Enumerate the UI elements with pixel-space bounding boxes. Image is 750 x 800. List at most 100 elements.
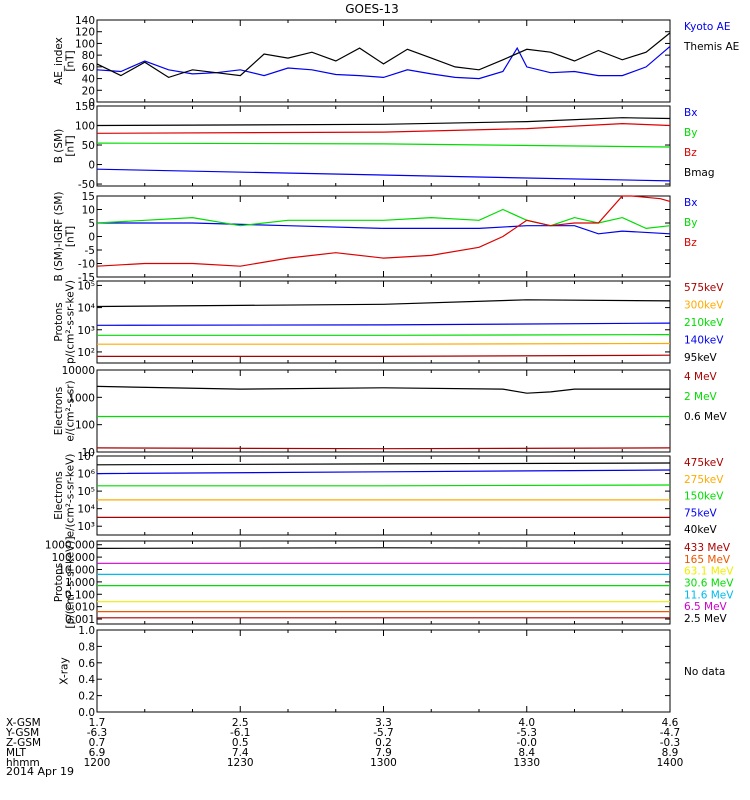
y-axis-label-line: [p/(cm²-s-sr-keV)]: [64, 536, 76, 628]
y-axis-label-line: Protons: [53, 563, 65, 602]
series-line-by: [96, 142, 671, 148]
y-tick-label: 0.0: [78, 707, 95, 719]
time-axis-value: 2.5: [232, 717, 249, 729]
series-line-kyoto-ae: [96, 45, 671, 80]
y-tick-label: 10: [82, 205, 95, 217]
panel-frame: [96, 629, 671, 713]
y-tick-label: -15: [78, 272, 95, 284]
series-line-300kev: [97, 342, 671, 345]
y-tick-label: 100: [75, 121, 95, 133]
time-axis-value: 4.0: [518, 717, 535, 729]
y-axis-label-line: e/(cm²-s-sr): [64, 380, 76, 441]
legend-entry: 150keV: [684, 491, 724, 503]
legend-entry: Kyoto AE: [684, 21, 730, 33]
time-axis-value: -6.3: [87, 727, 108, 739]
time-axis-row-label: Y-GSM: [5, 727, 39, 739]
time-axis-row-label: MLT: [6, 747, 26, 759]
panel-2: -50 0 50 100 150 B (SM)[nT] Bx By Bz Bmag: [53, 101, 715, 191]
time-axis-value: -5.7: [373, 727, 394, 739]
y-tick-label: 100.000: [52, 552, 95, 564]
legend-entry: 433 MeV: [684, 542, 731, 554]
y-axis-label: X-ray: [59, 657, 71, 684]
y-tick-label: 1000.000: [45, 540, 95, 552]
legend-entry: 210keV: [684, 317, 724, 329]
time-axis-value: 1230: [227, 757, 254, 769]
y-tick-label: 0: [88, 97, 95, 109]
legend-entry: 40keV: [684, 524, 718, 536]
legend-entry: 4 MeV: [684, 371, 718, 383]
time-axis-value: 1.7: [89, 717, 106, 729]
time-axis-value: 1200: [84, 757, 111, 769]
series-line-95kev: [96, 299, 671, 308]
panel-6: 10³10⁴10⁵10⁶10⁷Electronse/(cm²-s-sr-keV)…: [53, 451, 724, 537]
legend-entry: Bz: [684, 147, 697, 159]
panel-8: 0.0 0.2 0.4 0.6 0.8 1.0 X-ray No data: [59, 625, 726, 719]
y-tick-label: 0: [88, 160, 95, 172]
time-axis-row-label: hhmm: [6, 757, 40, 769]
y-tick-label: -5: [85, 245, 95, 257]
y-tick-label: 10²: [77, 347, 95, 359]
time-axis-value: 6.9: [89, 747, 106, 759]
series-line-bmag: [96, 117, 671, 127]
y-tick-label: 0.4: [78, 674, 95, 686]
legend-entry: 30.6 MeV: [684, 578, 734, 590]
series-line-140kev: [96, 322, 671, 326]
legend-entry: 95keV: [684, 352, 718, 364]
y-tick-label: 100: [75, 38, 95, 50]
y-axis-label: Protonsp/(cm²-s-sr-keV): [53, 280, 77, 364]
series-line-0-6-mev: [96, 385, 670, 394]
y-axis-label: B (SM)[nT]: [53, 129, 77, 163]
time-axis-value: -6.1: [230, 727, 251, 739]
time-axis-row-label: Z-GSM: [6, 737, 41, 749]
series-line-2-5-mev: [96, 547, 671, 550]
y-axis-label-line: [nT]: [64, 50, 76, 71]
y-axis-label-line: Electrons: [53, 387, 65, 436]
y-axis-label-line: Protons: [53, 302, 65, 341]
series-line-themis-ae: [96, 32, 671, 79]
legend-entry: Bx: [684, 197, 697, 209]
panel-frame: [96, 195, 671, 278]
time-axis-value: 3.3: [375, 717, 392, 729]
y-tick-label: 1000: [68, 392, 95, 404]
panel-frame: [96, 280, 671, 364]
legend-entry: By: [684, 127, 697, 139]
y-tick-label: 100: [75, 420, 95, 432]
series-line-150kev: [97, 484, 671, 487]
plot-title: GOES-13: [345, 2, 399, 16]
legend-entry: 300keV: [684, 300, 724, 312]
series-line-40kev: [96, 462, 671, 466]
y-tick-label: 40: [82, 74, 95, 86]
y-tick-label: 0.6: [78, 658, 95, 670]
y-tick-label: 140: [75, 15, 95, 27]
time-axis-value: -0.3: [660, 737, 681, 749]
y-axis-label-line: [nT]: [64, 226, 76, 247]
time-axis-value: 0.5: [232, 737, 249, 749]
y-tick-label: 10⁴: [77, 303, 95, 315]
time-axis-value: -4.7: [660, 727, 681, 739]
y-axis-label: Electronse/(cm²-s-sr-keV): [53, 454, 77, 538]
legend-entry: 6.5 MeV: [684, 601, 728, 613]
legend-entry: 275keV: [684, 474, 724, 486]
series-line-210kev: [97, 334, 671, 336]
y-tick-label: -50: [78, 179, 95, 191]
y-tick-label: 10⁵: [77, 486, 95, 498]
y-tick-label: 10³: [77, 325, 95, 337]
y-axis-label-line: B (SM): [53, 129, 65, 163]
y-tick-label: -10: [78, 259, 95, 271]
time-axis-value: 1300: [370, 757, 397, 769]
y-axis-label: Protons[p/(cm²-s-sr-keV)]: [53, 536, 77, 628]
series-line-575kev: [97, 354, 671, 357]
y-axis-label: Electronse/(cm²-s-sr): [53, 380, 77, 441]
y-axis-label-line: X-ray: [59, 657, 71, 684]
y-tick-label: 0.2: [78, 691, 95, 703]
y-tick-label: 10: [82, 447, 95, 459]
series-line-75kev: [96, 469, 671, 475]
time-axis-value: 8.4: [518, 747, 535, 759]
time-axis-value: -5.3: [517, 727, 538, 739]
time-axis-value: 4.6: [662, 717, 679, 729]
y-axis-label-line: AE_index: [53, 37, 65, 85]
panel-5: 10 100 1000 10000 Electronse/(cm²-s-sr) 4 MeV…: [53, 365, 728, 459]
